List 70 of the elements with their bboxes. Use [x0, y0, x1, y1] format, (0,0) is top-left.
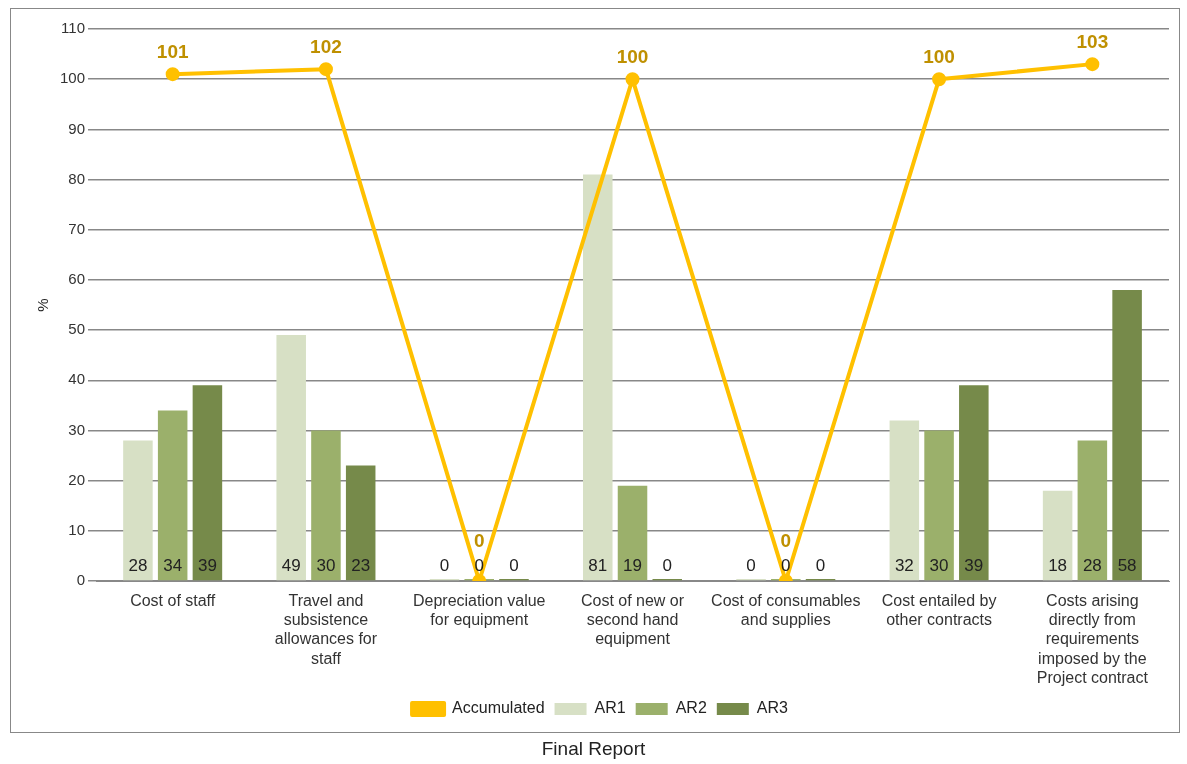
data-label: 39 [964, 556, 984, 576]
legend-label: AR1 [594, 699, 626, 717]
bar [157, 410, 188, 581]
legend-label: AR2 [675, 699, 707, 717]
data-label: 100 [616, 45, 649, 67]
y-axis-title: % [34, 298, 52, 312]
data-label: 0 [509, 556, 519, 576]
data-label: 0 [746, 556, 756, 576]
bar [311, 430, 341, 581]
data-label: 30 [929, 556, 949, 576]
y-tick-label: 70 [68, 219, 86, 237]
bar [889, 420, 920, 581]
data-label: 103 [1076, 30, 1109, 52]
y-tick-label: 10 [68, 520, 86, 538]
data-label: 0 [815, 556, 826, 576]
bar [617, 485, 648, 581]
x-tick-label: Cost of consumables and supplies [711, 592, 861, 629]
data-label: 39 [197, 556, 217, 576]
data-label: 101 [156, 40, 189, 62]
point [318, 62, 333, 77]
y-tick-label: 110 [61, 19, 86, 37]
legend-label: Accumulated [452, 699, 545, 717]
point [1085, 57, 1100, 72]
y-tick-label: 30 [68, 420, 86, 438]
x-tick-label: Costs arising directly from requirements imposed by the Project contract [1036, 592, 1149, 686]
bar [1112, 289, 1142, 581]
bar [276, 335, 306, 581]
x-tick-label: Cost entailed by other contracts [881, 592, 997, 629]
data-label: 102 [310, 35, 342, 57]
data-label: 0 [780, 529, 792, 551]
data-label: 0 [662, 556, 672, 576]
bar [192, 385, 223, 581]
bar [924, 430, 954, 581]
y-tick-label: 100 [60, 69, 86, 87]
x-tick-label: Travel and subsistence allowances for staff [274, 592, 378, 667]
data-label: 58 [1117, 556, 1137, 576]
y-tick-label: 40 [68, 370, 86, 388]
legend-label: AR3 [756, 699, 789, 717]
x-tick-label: Cost of staff [130, 592, 216, 610]
data-label: 30 [316, 556, 336, 576]
y-tick-label: 80 [68, 169, 86, 187]
data-label: 32 [894, 556, 914, 576]
point [625, 72, 640, 87]
bar [345, 465, 376, 581]
point [932, 72, 947, 87]
data-label: 81 [588, 556, 608, 576]
data-label: 28 [128, 556, 148, 576]
data-label: 0 [439, 556, 450, 576]
bar [959, 385, 989, 581]
y-tick-label: 60 [68, 270, 86, 288]
y-tick-label: 20 [68, 470, 86, 488]
data-label: 23 [351, 556, 371, 576]
data-label: 18 [1048, 556, 1068, 576]
data-label: 0 [473, 529, 485, 551]
text: Final Report [540, 738, 647, 760]
data-label: 100 [923, 45, 955, 67]
x-tick-label: Depreciation value for equipment [412, 592, 546, 629]
bar [583, 174, 613, 581]
data-label: 34 [163, 556, 183, 576]
bar [1077, 440, 1108, 581]
bar [1042, 490, 1073, 581]
y-tick-label: 90 [68, 119, 86, 137]
x-tick-label: Cost of new or second hand equipment [580, 592, 685, 648]
data-label: 19 [623, 556, 642, 576]
data-label: 28 [1082, 556, 1102, 576]
y-tick-label: 0 [76, 571, 86, 589]
data-label: 49 [281, 556, 301, 576]
point [165, 67, 180, 82]
y-tick-label: 50 [68, 320, 86, 338]
bar [123, 440, 153, 581]
